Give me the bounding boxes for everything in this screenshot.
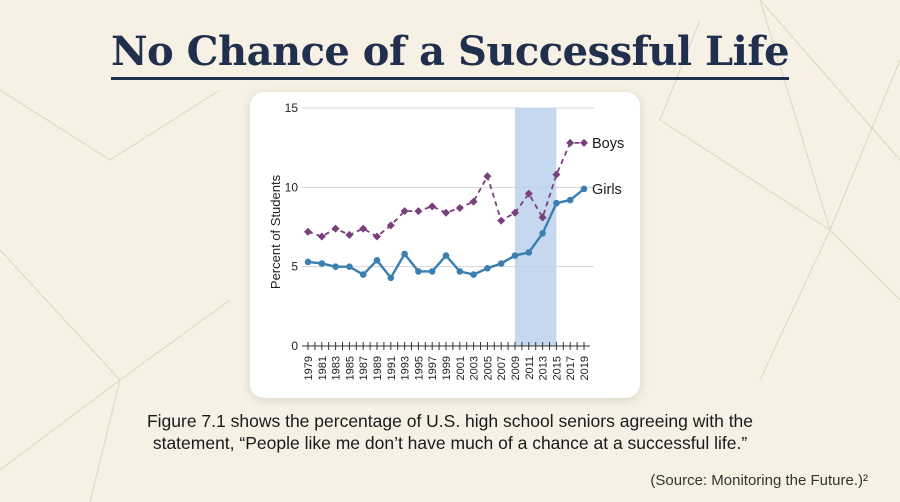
point-boys-1995: [414, 207, 423, 216]
series-label-girls: Girls: [592, 182, 622, 198]
point-boys-2015: [552, 170, 561, 179]
point-boys-2007: [497, 216, 506, 225]
x-tick-label-2015: 2015: [551, 356, 563, 380]
x-tick-label-2019: 2019: [579, 356, 591, 380]
point-boys-1989: [373, 232, 381, 241]
x-tick-label-1993: 1993: [400, 356, 412, 380]
point-boys-1981: [317, 232, 326, 241]
point-boys-2017: [566, 138, 575, 147]
point-boys-2003: [469, 197, 478, 206]
point-girls-2007: [497, 260, 505, 267]
figure-caption: Figure 7.1 shows the percentage of U.S. …: [0, 410, 900, 454]
y-tick-label-5: 5: [291, 260, 298, 274]
source-note: (Source: Monitoring the Future.)²: [650, 472, 868, 489]
point-girls-2013: [539, 230, 546, 237]
point-girls-2017: [566, 196, 574, 204]
point-girls-1993: [401, 250, 408, 258]
point-girls-1999: [442, 252, 450, 259]
x-tick-label-1995: 1995: [413, 356, 425, 380]
x-tick-label-2003: 2003: [469, 356, 481, 380]
point-girls-1981: [318, 260, 326, 267]
point-girls-2019: [580, 185, 588, 193]
point-boys-2005: [483, 172, 492, 181]
x-tick-label-1999: 1999: [441, 356, 453, 380]
point-boys-1979: [304, 227, 312, 236]
point-boys-1985: [345, 230, 354, 239]
point-boys-2013: [538, 213, 547, 222]
x-tick-label-2011: 2011: [524, 356, 536, 380]
x-tick-label-2005: 2005: [482, 356, 494, 380]
x-tick-label-1981: 1981: [317, 356, 329, 380]
point-girls-2011: [525, 249, 533, 256]
point-boys-2001: [455, 203, 464, 212]
point-boys-2019: [580, 138, 588, 147]
highlight-band: [515, 108, 557, 346]
x-tick-label-1983: 1983: [331, 356, 343, 380]
caption-line-1: Figure 7.1 shows the percentage of U.S. …: [146, 411, 754, 431]
point-girls-1985: [346, 263, 353, 270]
y-tick-label-15: 15: [285, 101, 299, 115]
x-tick-label-2009: 2009: [510, 356, 522, 380]
page-title: No Chance of a Successful Life: [0, 28, 900, 80]
point-girls-1989: [373, 257, 381, 264]
point-girls-1991: [387, 274, 395, 282]
series-label-boys: Boys: [592, 136, 624, 152]
x-tick-label-2013: 2013: [538, 356, 550, 380]
point-boys-2011: [524, 189, 533, 198]
point-girls-1979: [304, 258, 312, 266]
point-girls-1995: [415, 268, 422, 275]
y-tick-label-10: 10: [285, 180, 299, 194]
point-boys-1993: [400, 207, 409, 216]
point-girls-2005: [484, 264, 491, 272]
x-tick-label-1979: 1979: [303, 356, 315, 380]
x-tick-label-1987: 1987: [358, 356, 370, 380]
point-girls-1987: [359, 271, 367, 278]
point-girls-2001: [456, 268, 464, 275]
point-boys-1987: [359, 224, 368, 233]
x-tick-label-2007: 2007: [496, 356, 508, 380]
chart-card: 0 5 10 15 1979 1981 1983 1985 1987 1989 1991 1993 19…: [250, 92, 640, 398]
x-tick-label-2001: 2001: [455, 356, 467, 380]
caption-line-2: statement, “People like me don’t have mu…: [152, 433, 748, 453]
point-boys-1999: [442, 208, 450, 217]
x-tick-label-1997: 1997: [427, 356, 439, 380]
point-girls-2009: [511, 252, 519, 259]
point-girls-1997: [428, 268, 436, 275]
point-girls-1983: [332, 263, 339, 270]
point-boys-1991: [386, 221, 395, 230]
x-tick-label-1985: 1985: [344, 356, 356, 380]
point-girls-2015: [553, 199, 560, 207]
point-boys-1997: [428, 202, 437, 211]
x-tick-label-2017: 2017: [565, 356, 577, 380]
point-girls-2003: [470, 271, 477, 278]
point-boys-2009: [511, 208, 519, 217]
x-tick-label-1989: 1989: [372, 356, 384, 380]
y-tick-label-0: 0: [291, 339, 298, 353]
x-tick-label-1991: 1991: [386, 356, 398, 380]
y-axis-label: Percent of Students: [268, 174, 283, 289]
point-boys-1983: [331, 224, 340, 233]
